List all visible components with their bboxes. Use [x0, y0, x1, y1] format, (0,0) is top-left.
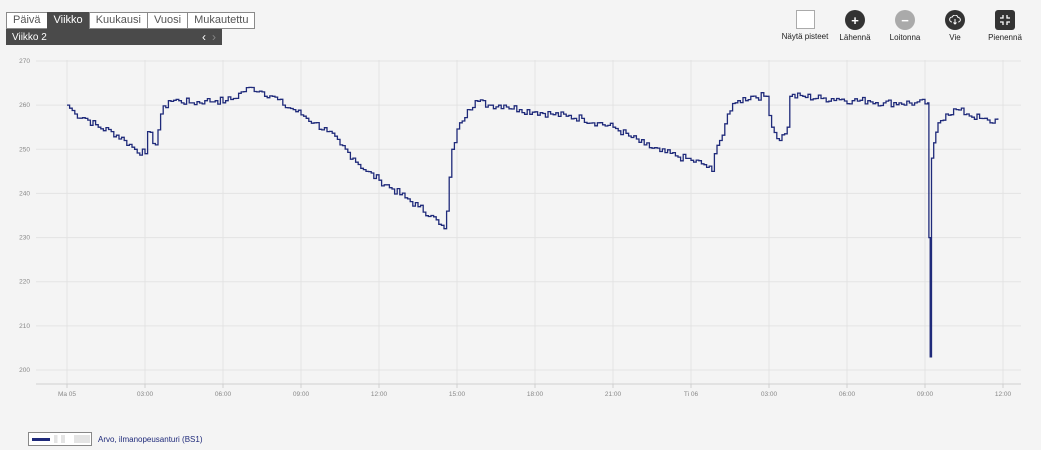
next-week-button[interactable]: › — [212, 30, 216, 44]
chart-series — [67, 86, 999, 358]
x-tick-label: Ma 05 — [58, 391, 76, 398]
x-tick-label: 18:00 — [527, 391, 544, 398]
period-selector: Päivä Viikko Kuukausi Vuosi Mukautettu V… — [6, 12, 256, 45]
show-points-label: Näytä pisteet — [781, 32, 829, 41]
x-tick-label: 09:00 — [917, 391, 934, 398]
y-axis: 200 210 220 230 240 250 260 270 — [19, 58, 30, 374]
y-tick-label: 260 — [19, 102, 30, 109]
period-tabs: Päivä Viikko Kuukausi Vuosi Mukautettu — [6, 12, 256, 29]
x-tick-label: 03:00 — [761, 391, 778, 398]
chart-grid — [36, 60, 1021, 384]
y-tick-label: 230 — [19, 235, 30, 242]
x-tick-label: 12:00 — [995, 391, 1012, 398]
x-axis: Ma 05 03:00 06:00 09:00 12:00 15:00 18:00 21:00… — [36, 383, 1021, 398]
legend-swatch — [28, 432, 92, 446]
minus-icon: − — [895, 10, 915, 30]
y-tick-label: 270 — [19, 58, 30, 65]
chart-toolbar: Näytä pisteet + Lähennä − Loitonna Vie P… — [781, 10, 1027, 42]
tab-custom[interactable]: Mukautettu — [187, 12, 256, 29]
y-tick-label: 250 — [19, 146, 30, 153]
x-tick-label: 09:00 — [293, 391, 310, 398]
x-tick-label: 06:00 — [839, 391, 856, 398]
week-label: Viikko 2 — [12, 31, 47, 43]
legend-sparkline — [54, 435, 90, 443]
tab-day[interactable]: Päivä — [6, 12, 47, 29]
minimize-label: Pienennä — [988, 33, 1022, 42]
zoom-in-label: Lähennä — [839, 33, 871, 42]
x-tick-label: 21:00 — [605, 391, 622, 398]
checkbox-icon — [795, 10, 815, 29]
tab-month[interactable]: Kuukausi — [88, 12, 147, 29]
legend-label: Arvo, ilmanopeusanturi (BS1) — [98, 434, 203, 444]
x-tick-label: 06:00 — [215, 391, 232, 398]
week-navigator: Viikko 2 ‹ › — [6, 29, 222, 45]
show-points-toggle[interactable]: Näytä pisteet — [781, 10, 829, 42]
plus-icon: + — [845, 10, 865, 30]
x-tick-label: Ti 06 — [684, 391, 699, 398]
collapse-icon — [995, 10, 1015, 30]
y-tick-label: 210 — [19, 323, 30, 330]
zoom-out-label: Loitonna — [889, 33, 921, 42]
export-label: Vie — [949, 33, 961, 42]
x-tick-label: 15:00 — [449, 391, 466, 398]
plot-area — [36, 60, 1021, 384]
x-tick-label: 03:00 — [137, 391, 154, 398]
tab-year[interactable]: Vuosi — [146, 12, 188, 29]
cloud-download-icon — [945, 10, 965, 30]
legend-line — [32, 437, 50, 441]
y-tick-label: 240 — [19, 190, 30, 197]
zoom-out-button[interactable]: − Loitonna — [883, 10, 927, 42]
line-chart[interactable]: 200 210 220 230 240 250 260 270 Ma 05 03:00 06:00… — [0, 0, 1041, 420]
zoom-in-button[interactable]: + Lähennä — [833, 10, 877, 42]
tab-week[interactable]: Viikko — [46, 12, 89, 29]
series-line — [67, 86, 999, 358]
x-tick-label: 12:00 — [371, 391, 388, 398]
export-button[interactable]: Vie — [933, 10, 977, 42]
minimize-button[interactable]: Pienennä — [983, 10, 1027, 42]
chart-legend[interactable]: Arvo, ilmanopeusanturi (BS1) — [28, 432, 203, 446]
y-tick-label: 220 — [19, 279, 30, 286]
y-tick-label: 200 — [19, 367, 30, 374]
prev-week-button[interactable]: ‹ — [202, 30, 206, 44]
